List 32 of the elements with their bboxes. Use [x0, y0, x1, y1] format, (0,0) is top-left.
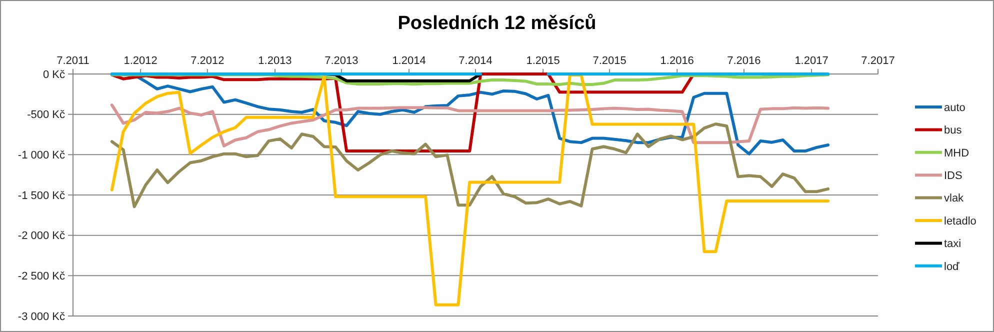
x-tick-label: 1.2012: [124, 55, 158, 67]
legend-label: bus: [944, 124, 962, 137]
line-series: [110, 122, 830, 208]
x-tick-label: 1.2015: [526, 55, 560, 67]
x-tick-label: 7.2014: [458, 55, 492, 67]
x-tick-label: 7.2017: [861, 55, 895, 67]
legend-label: letadlo: [944, 215, 976, 228]
x-tick-label: 7.2013: [324, 55, 358, 67]
x-tick-label: 7.2016: [727, 55, 761, 67]
x-tick-label: 1.2016: [660, 55, 694, 67]
x-tick-label: 1.2014: [392, 55, 426, 67]
y-tick-label: -3 000 Kč: [18, 310, 66, 323]
line-series: [110, 104, 830, 148]
x-tick-label: 1.2013: [258, 55, 292, 67]
legend-label: taxi: [944, 238, 962, 250]
x-tick-label: 7.2015: [592, 55, 626, 67]
y-tick-label: -1 000 Kč: [18, 150, 66, 162]
x-tick-label: 1.2017: [794, 55, 828, 67]
y-tick-label: -2 500 Kč: [18, 270, 66, 283]
y-tick-label: 0 Kč: [42, 68, 66, 81]
legend-label: vlak: [944, 192, 964, 205]
chart-title: Posledních 12 měsíců: [398, 13, 596, 34]
x-tick-label: 7.2012: [190, 55, 224, 67]
y-tick-label: -1 500 Kč: [18, 190, 66, 202]
legend-label: loď: [944, 260, 960, 273]
line-series: [110, 73, 830, 306]
y-tick-label: -500 Kč: [27, 109, 66, 122]
y-tick-label: -2 000 Kč: [18, 230, 66, 242]
x-tick-label: 7.2011: [56, 55, 90, 67]
legend-label: MHD: [944, 147, 970, 160]
legend-label: auto: [944, 102, 966, 114]
legend-label: IDS: [944, 170, 962, 182]
